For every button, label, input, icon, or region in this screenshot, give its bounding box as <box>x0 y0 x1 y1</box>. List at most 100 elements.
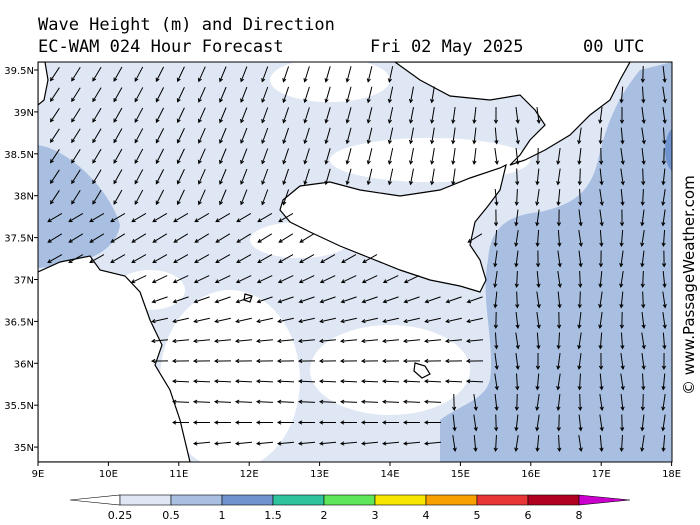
arrow <box>277 317 294 324</box>
arrow <box>536 332 541 350</box>
arrow <box>192 358 211 364</box>
arrow <box>282 148 290 165</box>
arrow <box>113 107 123 123</box>
arrow <box>345 127 352 145</box>
arrow <box>556 148 561 165</box>
arrow <box>215 233 231 243</box>
arrow <box>176 87 185 103</box>
arrow <box>234 379 253 384</box>
arrow <box>339 399 358 404</box>
arrow <box>235 296 252 304</box>
arrow <box>466 296 483 304</box>
arrow <box>515 127 520 145</box>
arrow <box>578 230 583 247</box>
arrow <box>339 358 358 364</box>
arrow <box>297 358 316 364</box>
arrow <box>197 107 206 124</box>
arrow <box>324 86 331 104</box>
arrow <box>640 250 645 268</box>
arrow <box>213 420 232 425</box>
arrow <box>192 379 211 384</box>
arrow <box>430 107 435 124</box>
arrow <box>257 233 273 243</box>
arrow <box>423 441 442 446</box>
arrow <box>113 66 123 82</box>
arrow <box>640 435 645 452</box>
arrow <box>197 168 206 185</box>
arrow <box>318 441 337 446</box>
sicily <box>279 163 507 293</box>
map-frame <box>37 61 673 463</box>
arrow <box>282 107 290 124</box>
arrow <box>282 189 290 206</box>
arrow <box>134 66 144 82</box>
arrow <box>515 168 520 186</box>
arrow <box>366 66 373 83</box>
arrow <box>324 107 331 124</box>
legend-label: 8 <box>576 509 583 522</box>
arrow <box>451 148 456 165</box>
arrow <box>661 168 666 186</box>
arrow <box>515 291 520 309</box>
arrow <box>557 250 562 268</box>
arrow <box>451 107 456 124</box>
arrow <box>236 254 252 263</box>
arrow <box>71 128 81 144</box>
arrow <box>641 168 646 186</box>
arrow <box>172 317 189 324</box>
arrow <box>535 168 540 186</box>
arrow <box>515 332 520 350</box>
arrow <box>556 353 561 370</box>
arrow <box>303 148 310 165</box>
arrow <box>381 399 400 404</box>
arrow <box>494 414 499 432</box>
arrow <box>303 168 310 186</box>
map-area <box>38 62 672 462</box>
arrow <box>234 399 253 404</box>
arrow <box>235 275 252 284</box>
arrow <box>155 148 165 165</box>
arrow <box>536 291 541 309</box>
lat-label: 36.5N <box>4 317 34 328</box>
legend-label: 5 <box>474 509 481 522</box>
arrow <box>599 394 604 411</box>
arrow <box>599 209 604 227</box>
arrow <box>599 414 604 432</box>
legend: 0.25 0.5 1 1.5 2 3 4 5 6 8 <box>69 494 631 522</box>
arrow <box>515 107 520 124</box>
arrow <box>515 147 520 165</box>
arrow <box>661 394 666 411</box>
arrow <box>219 107 227 124</box>
arrow <box>661 373 666 391</box>
arrow <box>71 107 81 123</box>
arrow <box>514 393 519 412</box>
arrow <box>556 414 561 432</box>
arrow <box>176 189 185 206</box>
arrow <box>324 168 331 186</box>
arrow <box>240 148 248 165</box>
arrow <box>340 275 357 284</box>
arrow <box>620 188 625 207</box>
lat-label: 37.5N <box>4 234 34 245</box>
arrow <box>599 373 604 391</box>
arrow <box>620 414 625 432</box>
arrow <box>535 434 540 453</box>
arrow <box>403 338 421 344</box>
arrow <box>556 373 561 391</box>
arrow <box>641 311 646 329</box>
arrow <box>361 275 378 284</box>
arrow <box>366 127 373 145</box>
arrow <box>172 275 189 284</box>
arrow <box>467 233 483 243</box>
arrow <box>466 338 484 344</box>
arrow <box>494 393 499 411</box>
arrow <box>402 441 421 446</box>
arrow <box>472 127 477 145</box>
arrow <box>535 373 540 391</box>
arrow <box>297 379 316 384</box>
arrow <box>387 107 394 124</box>
arrow <box>640 65 645 84</box>
arrow <box>255 379 274 384</box>
arrow <box>256 317 273 324</box>
arrow <box>278 254 294 263</box>
